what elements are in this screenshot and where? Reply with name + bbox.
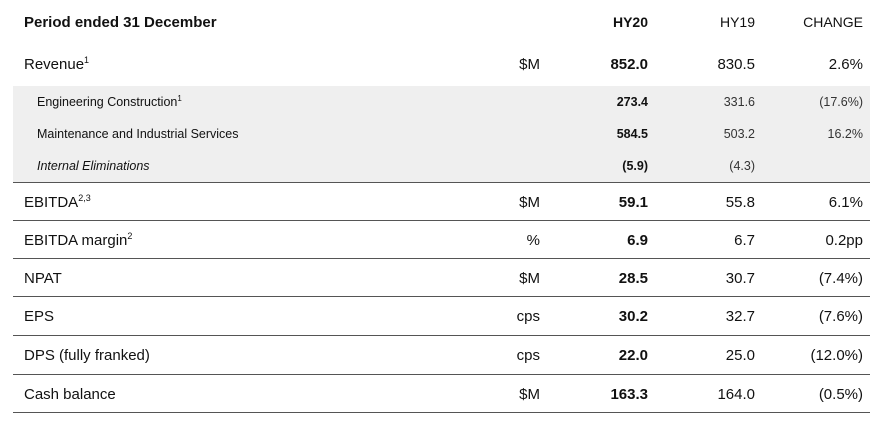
row-unit: $M — [519, 193, 540, 211]
row-value-change: (7.6%) — [818, 307, 863, 325]
column-header-change: CHANGE — [803, 14, 863, 30]
row-value-change: 6.1% — [828, 193, 863, 211]
column-header-hy20: HY20 — [612, 14, 648, 30]
row-value-change: 0.2pp — [825, 231, 863, 249]
row-value-hy20: 30.2 — [618, 307, 648, 325]
row-value-hy20: 22.0 — [618, 346, 648, 364]
row-value-hy20: 163.3 — [610, 385, 648, 403]
table-row-dps: DPS (fully franked) cps 22.0 25.0 (12.0%… — [13, 345, 870, 365]
period-title: Period ended 31 December — [24, 13, 217, 31]
row-value-hy20: 59.1 — [618, 193, 648, 211]
row-divider — [13, 258, 870, 259]
row-value-hy19: 30.7 — [725, 269, 755, 287]
table-row-eps: EPS cps 30.2 32.7 (7.6%) — [13, 306, 870, 326]
row-unit: $M — [519, 385, 540, 403]
row-value-hy20: 273.4 — [616, 95, 648, 109]
row-label: Internal Eliminations — [37, 159, 150, 173]
row-value-hy19: 25.0 — [725, 346, 755, 364]
row-value-change: (12.0%) — [810, 346, 863, 364]
row-value-change: 2.6% — [828, 55, 863, 73]
row-label: EBITDA margin2 — [24, 230, 133, 249]
row-unit: cps — [516, 346, 540, 364]
row-value-change: (17.6%) — [819, 95, 863, 109]
row-value-hy19: 164.0 — [717, 385, 755, 403]
column-header-hy19: HY19 — [719, 14, 755, 30]
row-label: Maintenance and Industrial Services — [37, 127, 239, 141]
row-label: NPAT — [24, 269, 62, 287]
row-divider — [13, 412, 870, 413]
row-value-hy19: (4.3) — [729, 159, 755, 173]
row-label: Cash balance — [24, 385, 116, 403]
row-unit: $M — [519, 269, 540, 287]
row-label: Revenue1 — [24, 54, 90, 73]
table-row-segment: Maintenance and Industrial Services 584.… — [13, 125, 870, 143]
row-value-hy20: (5.9) — [622, 159, 648, 173]
table-row-npat: NPAT $M 28.5 30.7 (7.4%) — [13, 268, 870, 288]
row-divider — [13, 335, 870, 336]
table-row-ebitda-margin: EBITDA margin2 % 6.9 6.7 0.2pp — [13, 230, 870, 250]
row-divider — [13, 374, 870, 375]
row-value-hy20: 6.9 — [627, 231, 648, 249]
table-row-cash-balance: Cash balance $M 163.3 164.0 (0.5%) — [13, 384, 870, 404]
row-divider — [13, 182, 870, 183]
row-value-change: (0.5%) — [818, 385, 863, 403]
row-unit: cps — [516, 307, 540, 325]
table-row-ebitda: EBITDA2,3 $M 59.1 55.8 6.1% — [13, 192, 870, 212]
row-divider — [13, 220, 870, 221]
row-value-change: (7.4%) — [818, 269, 863, 287]
row-label: EPS — [24, 307, 55, 325]
row-label: DPS (fully franked) — [24, 346, 150, 364]
row-value-hy19: 55.8 — [725, 193, 755, 211]
row-value-hy20: 584.5 — [616, 127, 648, 141]
row-value-hy19: 830.5 — [717, 55, 755, 73]
row-unit: $M — [519, 55, 540, 73]
row-value-hy19: 331.6 — [723, 95, 755, 109]
row-value-hy19: 503.2 — [723, 127, 755, 141]
table-row-segment: Internal Eliminations (5.9) (4.3) — [13, 157, 870, 175]
row-label: Engineering Construction1 — [37, 93, 182, 109]
segment-breakdown-band — [13, 86, 870, 182]
table-row-segment: Engineering Construction1 273.4 331.6 (1… — [13, 93, 870, 111]
row-value-hy20: 852.0 — [610, 55, 648, 73]
table-header-row: Period ended 31 December HY20 HY19 CHANG… — [13, 12, 870, 32]
row-value-hy20: 28.5 — [618, 269, 648, 287]
row-value-hy19: 6.7 — [734, 231, 755, 249]
row-value-hy19: 32.7 — [725, 307, 755, 325]
row-unit: % — [526, 231, 540, 249]
row-divider — [13, 296, 870, 297]
table-row-revenue: Revenue1 $M 852.0 830.5 2.6% — [13, 54, 870, 74]
row-label: EBITDA2,3 — [24, 192, 91, 211]
row-value-change: 16.2% — [827, 127, 863, 141]
